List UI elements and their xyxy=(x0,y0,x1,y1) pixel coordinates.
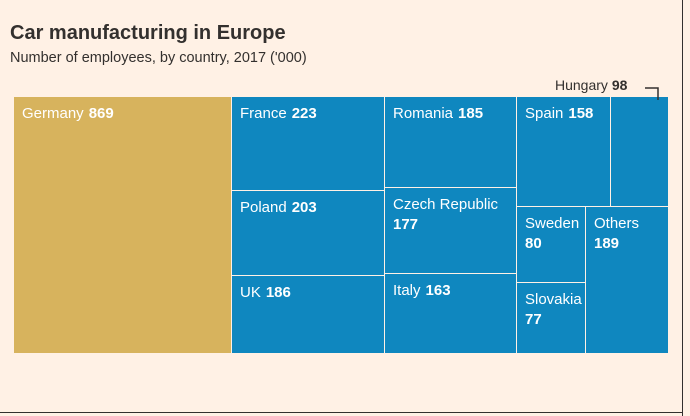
tile-uk xyxy=(232,276,384,353)
tile-label-sweden: Sweden 80 xyxy=(525,215,579,252)
tile-name-italy: Italy xyxy=(393,282,421,299)
tile-name-uk: UK xyxy=(240,284,261,301)
hungary-callout-name: Hungary xyxy=(555,77,608,93)
chart-subtitle: Number of employees, by country, 2017 ('… xyxy=(10,50,307,66)
chart-title: Car manufacturing in Europe xyxy=(10,22,286,44)
tile-label-uk: UK 186 xyxy=(240,284,291,301)
tile-value-others: 189 xyxy=(594,235,619,252)
tile-value-spain: 158 xyxy=(568,105,593,122)
tile-hungary xyxy=(611,97,668,206)
tile-romania xyxy=(385,97,516,187)
tile-value-france: 223 xyxy=(292,105,317,122)
tile-value-romania: 185 xyxy=(458,105,483,122)
hungary-callout-value: 98 xyxy=(611,77,628,93)
tile-value-uk: 186 xyxy=(266,284,291,301)
tile-label-slovakia: Slovakia 77 xyxy=(525,291,582,328)
tile-label-czech-republic: Czech Republic 177 xyxy=(393,196,499,233)
tile-label-others: Others 189 xyxy=(594,215,639,252)
tile-others xyxy=(586,207,668,353)
tile-germany xyxy=(14,97,231,353)
tile-name-others: Others xyxy=(594,215,639,232)
tile-name-spain: Spain xyxy=(525,105,563,122)
frame-bottom-border xyxy=(0,412,683,413)
tile-label-italy: Italy 163 xyxy=(393,282,451,299)
tile-value-italy: 163 xyxy=(426,282,451,299)
tile-value-czech-republic: 177 xyxy=(393,216,418,233)
tile-name-sweden: Sweden xyxy=(525,215,579,232)
tile-sweden xyxy=(517,207,585,282)
tile-italy xyxy=(385,274,516,353)
tile-france xyxy=(232,97,384,190)
tile-name-france: France xyxy=(240,105,287,122)
tile-slovakia xyxy=(517,283,585,353)
tile-name-poland: Poland xyxy=(240,199,287,216)
hungary-callout-leader xyxy=(645,87,659,100)
tile-czech-republic xyxy=(385,188,516,273)
tile-name-germany: Germany xyxy=(22,105,84,122)
tile-label-spain: Spain 158 xyxy=(525,105,593,122)
tile-spain xyxy=(517,97,610,206)
tile-label-poland: Poland 203 xyxy=(240,199,317,216)
tile-label-romania: Romania 185 xyxy=(393,105,483,122)
tile-name-romania: Romania xyxy=(393,105,454,122)
tile-name-czech-republic: Czech Republic xyxy=(393,196,499,213)
frame-right-border xyxy=(682,0,683,416)
tile-label-germany: Germany 869 xyxy=(22,105,114,122)
tile-poland xyxy=(232,191,384,275)
tile-value-germany: 869 xyxy=(89,105,114,122)
tile-label-france: France 223 xyxy=(240,105,317,122)
tile-value-slovakia: 77 xyxy=(525,311,542,328)
tile-value-sweden: 80 xyxy=(525,235,542,252)
tile-name-slovakia: Slovakia xyxy=(525,291,582,308)
tile-value-poland: 203 xyxy=(292,199,317,216)
hungary-callout-label: Hungary 98 xyxy=(555,77,627,93)
